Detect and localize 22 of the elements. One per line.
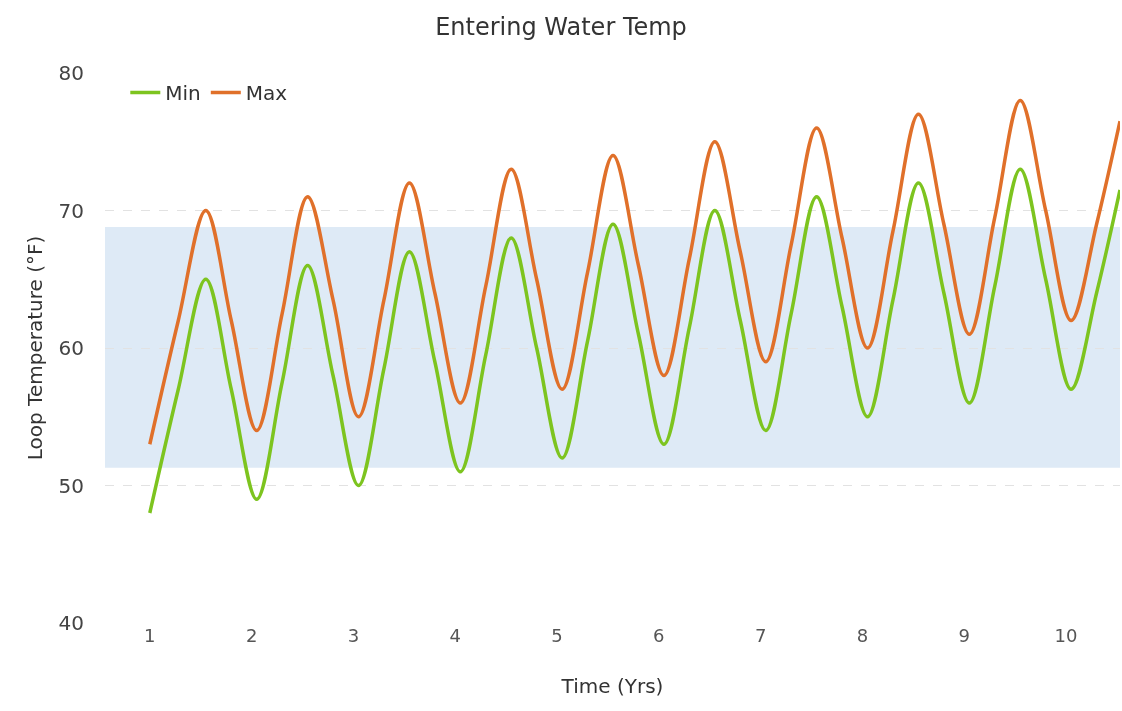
chart-title: Entering Water Temp — [435, 12, 687, 41]
x-tick-label: 1 — [144, 625, 156, 646]
y-axis-title: Loop Temperature (°F) — [23, 235, 48, 461]
x-tick-label: 9 — [958, 625, 970, 646]
x-tick-label: 8 — [856, 625, 869, 646]
x-tick-label: 4 — [449, 625, 461, 646]
x-tick-label: 3 — [347, 625, 360, 646]
x-tick-label: 6 — [653, 625, 665, 646]
y-tick-label: 50 — [58, 473, 84, 498]
line-series — [148, 98, 1120, 446]
x-tick-label: 5 — [551, 625, 563, 646]
y-tick-label: 70 — [58, 198, 84, 223]
x-tick-label: 7 — [754, 625, 767, 646]
line-series — [148, 167, 1120, 515]
x-tick-label: 2 — [245, 625, 258, 646]
y-tick-label: 60 — [58, 336, 84, 360]
x-tick-label: 10 — [1054, 625, 1078, 646]
legend-label: Min — [165, 81, 201, 106]
legend-label: Max — [245, 81, 288, 106]
y-tick-label: 80 — [58, 61, 84, 85]
y-tick-label: 40 — [58, 611, 84, 635]
x-axis-title: Time (Yrs) — [560, 674, 664, 698]
